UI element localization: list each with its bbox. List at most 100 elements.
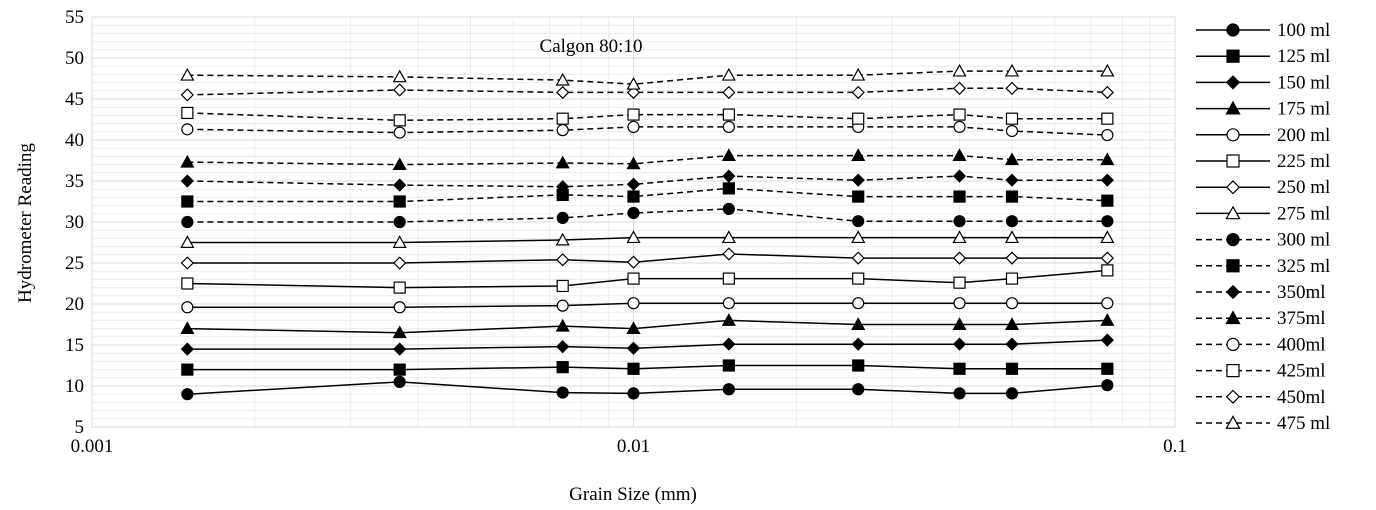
data-point: [626, 76, 641, 90]
data-point: [852, 190, 865, 203]
data-point: [180, 174, 194, 188]
data-point: [722, 85, 736, 100]
data-point: [851, 251, 865, 265]
data-point: [722, 169, 736, 183]
legend: 100 ml 125 ml 150 ml 175 ml 200 ml 225 ml 250 …: [1196, 20, 1330, 434]
data-point: [952, 230, 967, 244]
data-point: [392, 69, 407, 83]
series-line: [187, 187, 1108, 203]
data-point: [627, 120, 640, 133]
y-tick-label: 5: [75, 417, 85, 438]
data-point: [555, 155, 570, 169]
data-point: [1004, 317, 1020, 330]
data-point: [1100, 333, 1114, 347]
data-point: [180, 321, 195, 335]
data-point: [1004, 230, 1020, 244]
data-point: [555, 72, 570, 86]
data-point: [953, 276, 966, 289]
data-point: [1101, 194, 1114, 207]
legend-item: 150 ml: [1196, 72, 1330, 93]
legend-label: 300 ml: [1277, 230, 1330, 251]
data-point: [953, 387, 966, 400]
legend-label: 175 ml: [1277, 99, 1330, 120]
legend-label: 125 ml: [1277, 46, 1330, 67]
series-9: [181, 182, 1114, 208]
y-tick-label: 45: [65, 89, 84, 110]
data-point: [1005, 124, 1019, 138]
data-point: [556, 180, 570, 194]
data-point: [556, 124, 569, 137]
data-point: [1005, 251, 1019, 265]
series-4: [181, 297, 1114, 314]
data-point: [851, 317, 866, 330]
series-15: [180, 63, 1115, 90]
legend-item: 350ml: [1196, 282, 1326, 303]
y-tick-label: 20: [65, 294, 84, 315]
data-point: [556, 299, 569, 312]
data-point: [180, 256, 194, 270]
data-point: [392, 325, 407, 339]
data-point: [1100, 152, 1115, 166]
data-point: [1100, 85, 1114, 100]
data-point: [721, 67, 736, 81]
data-point: [952, 317, 967, 330]
data-point: [953, 297, 966, 310]
legend-item: 275 ml: [1196, 203, 1330, 224]
data-point: [1101, 379, 1114, 392]
data-point: [1005, 81, 1019, 95]
y-axis-ticks: 5 10 15 20 25 30 35 40 45 50 55: [65, 7, 84, 438]
data-point: [952, 337, 967, 351]
series-line: [187, 253, 1108, 264]
x-tick-label: 0.1: [1163, 436, 1187, 457]
data-point: [1004, 63, 1020, 77]
data-point: [393, 114, 406, 127]
data-point: [180, 67, 195, 81]
data-point: [627, 272, 640, 285]
data-point: [627, 297, 640, 310]
data-point: [626, 85, 641, 100]
data-point: [626, 230, 641, 244]
legend-marker: [1226, 49, 1240, 63]
data-point: [852, 112, 865, 125]
data-point: [952, 148, 967, 162]
data-point: [851, 85, 865, 100]
legend-label: 475 ml: [1277, 413, 1330, 434]
data-point: [1100, 251, 1114, 265]
data-point: [852, 297, 865, 310]
data-point: [393, 281, 406, 294]
data-point: [952, 251, 967, 265]
series-8: [181, 202, 1114, 229]
data-point: [953, 120, 966, 133]
data-point: [393, 363, 406, 376]
data-point: [1005, 190, 1019, 203]
data-point: [556, 112, 569, 125]
series-line: [187, 381, 1108, 395]
data-point: [953, 362, 966, 375]
legend-item: 200 ml: [1196, 125, 1330, 146]
data-point: [180, 88, 194, 102]
x-axis-title: Grain Size (mm): [569, 484, 697, 505]
y-tick-label: 50: [65, 48, 84, 69]
data-point: [1005, 112, 1019, 125]
series-2: [180, 333, 1114, 356]
data-point: [1005, 362, 1019, 375]
legend-item: 475 ml: [1196, 413, 1330, 434]
data-point: [1100, 313, 1115, 326]
legend-marker: [1226, 23, 1240, 37]
series-6: [180, 247, 1114, 270]
data-point: [555, 318, 570, 332]
legend-label: 250 ml: [1277, 177, 1330, 198]
data-point: [1005, 337, 1019, 351]
data-point: [626, 177, 641, 191]
data-point: [1101, 264, 1114, 277]
data-point: [953, 108, 966, 121]
y-tick-label: 10: [65, 376, 84, 397]
data-point: [851, 337, 865, 351]
legend-marker: [1225, 284, 1241, 300]
series-line: [187, 208, 1108, 223]
y-tick-label: 35: [65, 171, 84, 192]
data-point: [1101, 112, 1114, 125]
data-point: [627, 362, 640, 375]
data-point: [1100, 63, 1115, 77]
